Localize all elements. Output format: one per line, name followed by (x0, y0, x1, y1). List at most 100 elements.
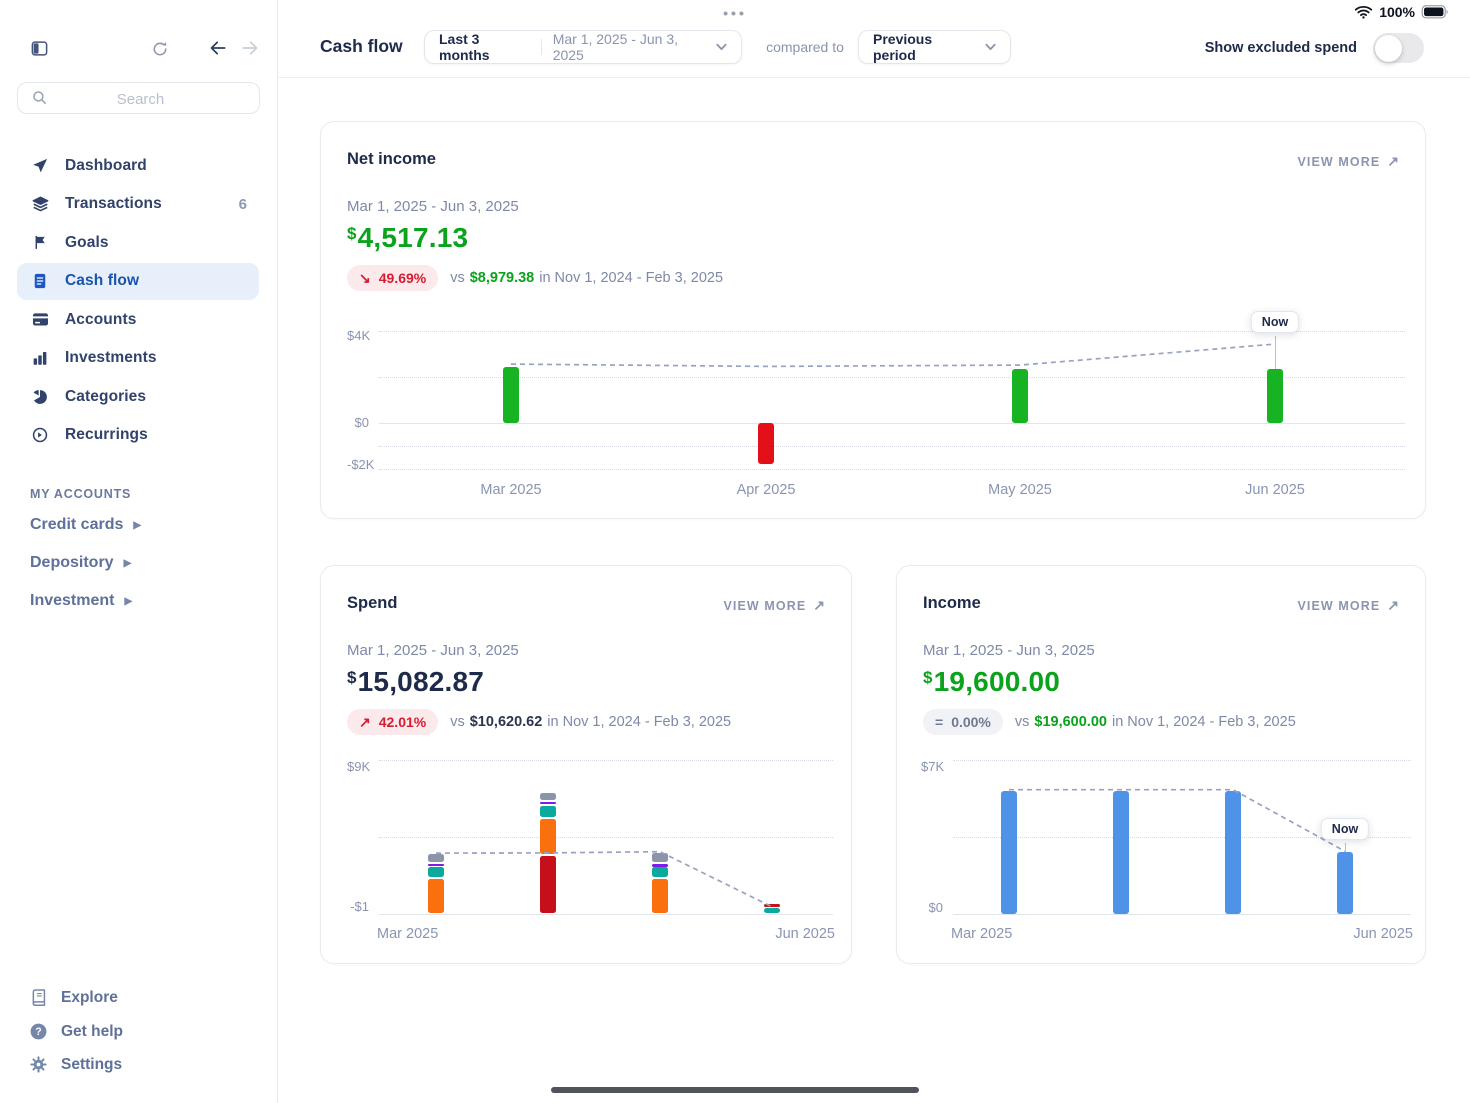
chart-bar[interactable] (1337, 852, 1353, 914)
search-input[interactable] (18, 83, 263, 115)
account-group-depository[interactable]: Depository ▶ (30, 554, 131, 572)
view-more-label: VIEW MORE (1297, 598, 1381, 613)
stacked-bar-segment[interactable] (652, 864, 668, 867)
recurring-icon (30, 425, 50, 445)
stacked-bar-segment[interactable] (652, 867, 668, 877)
card-date-range: Mar 1, 2025 - Jun 3, 2025 (923, 642, 1095, 659)
stacked-bar-segment[interactable] (652, 852, 668, 863)
gridline (379, 760, 833, 761)
stacked-bar-segment[interactable] (652, 879, 668, 913)
sidebar-footer-label: Explore (61, 988, 118, 1006)
sidebar-item-label: Accounts (65, 310, 137, 328)
account-group-label: Investment (30, 592, 115, 609)
forward-arrow-icon[interactable] (240, 38, 260, 63)
y-axis-label: $0 (354, 415, 369, 430)
account-group-credit-cards[interactable]: Credit cards ▶ (30, 516, 141, 534)
wifi-icon (1354, 5, 1373, 19)
delta-percent: 0.00% (951, 714, 991, 730)
currency-symbol: $ (923, 668, 933, 687)
external-arrow-icon: ↗ (813, 597, 825, 613)
comparison-mode: Previous period (873, 31, 933, 63)
account-group-label: Credit cards (30, 516, 124, 533)
show-excluded-spend-label: Show excluded spend (1204, 40, 1357, 56)
sidebar-toggle-icon[interactable] (30, 39, 49, 63)
gridline (379, 331, 1405, 332)
net-income-view-more-link[interactable]: VIEW MORE ↗ (1297, 153, 1399, 170)
home-indicator[interactable] (551, 1087, 919, 1093)
battery-percent: 100% (1379, 4, 1415, 20)
sidebar-item-label: Goals (65, 233, 109, 251)
sidebar-item-get-help[interactable]: ? Get help (29, 1022, 123, 1041)
divider (540, 39, 542, 55)
svg-text:?: ? (35, 1026, 42, 1038)
show-excluded-spend-toggle[interactable] (1373, 33, 1424, 63)
pie-chart-icon (30, 387, 50, 407)
chart-bar[interactable] (503, 366, 519, 423)
back-arrow-icon[interactable] (208, 38, 228, 63)
income-view-more-link[interactable]: VIEW MORE ↗ (1297, 597, 1399, 614)
sidebar-item-explore[interactable]: Explore (29, 988, 118, 1007)
sidebar-item-label: Transactions (65, 195, 162, 212)
stacked-bar-segment[interactable] (540, 805, 556, 818)
stacked-bar-segment[interactable] (540, 819, 556, 854)
now-marker-line (1274, 336, 1276, 370)
stacked-bar-segment[interactable] (428, 854, 444, 862)
chevron-right-icon: ▶ (123, 557, 132, 569)
period-mode: Last 3 months (439, 31, 490, 63)
y-axis-label: $7K (921, 759, 945, 774)
account-group-investment[interactable]: Investment ▶ (30, 592, 132, 610)
bar-chart-icon (30, 348, 50, 368)
chart-bar[interactable] (758, 423, 774, 465)
comparison-selector-button[interactable]: Previous period (858, 30, 1011, 64)
stacked-bar-segment[interactable] (428, 863, 444, 867)
period-selector-button[interactable]: Last 3 months Mar 1, 2025 - Jun 3, 2025 (424, 30, 742, 64)
net-income-card: Net income VIEW MORE ↗ Mar 1, 2025 - Jun… (320, 121, 1426, 519)
sidebar-item-dashboard[interactable]: Dashboard (17, 147, 259, 184)
stacked-bar-segment[interactable] (428, 879, 444, 913)
y-axis-label: -$2K (347, 457, 375, 472)
stacked-bar-segment[interactable] (540, 792, 556, 800)
multitask-dots-icon[interactable]: ••• (723, 5, 747, 21)
now-tooltip: Now (1320, 818, 1370, 841)
toggle-knob (1374, 34, 1402, 62)
x-axis-label: Mar 2025 (480, 482, 542, 498)
income-chart: $7K $0 Mar 2025 Jun 2025 Now (921, 751, 1427, 951)
sidebar-item-accounts[interactable]: Accounts (17, 301, 259, 338)
sidebar-item-settings[interactable]: Settings (29, 1055, 122, 1074)
sidebar-item-categories[interactable]: Categories (17, 378, 259, 415)
gridline (379, 446, 1405, 447)
now-marker-line (1344, 843, 1346, 853)
comparison-text: vs $8,979.38 in Nov 1, 2024 - Feb 3, 202… (450, 270, 724, 286)
search-box[interactable] (17, 82, 263, 115)
stacked-bar-segment[interactable] (764, 904, 780, 907)
gridline (379, 469, 1405, 470)
y-axis-label: $0 (928, 900, 943, 915)
document-icon (30, 271, 50, 291)
comparison-text: vs $19,600.00 in Nov 1, 2024 - Feb 3, 20… (1014, 714, 1296, 730)
period-range: Mar 1, 2025 - Jun 3, 2025 (552, 31, 678, 63)
chart-bar[interactable] (1267, 369, 1283, 423)
chart-bar[interactable] (1012, 369, 1028, 423)
income-amount: $19,600.00 (923, 666, 1061, 697)
sidebar-item-goals[interactable]: Goals (17, 224, 259, 261)
battery-icon (1421, 5, 1450, 19)
comparison-period: in Nov 1, 2024 - Feb 3, 2025 (547, 714, 732, 730)
comparison-amount: $10,620.62 (469, 714, 543, 730)
refresh-icon[interactable] (151, 40, 169, 63)
delta-row: = 0.00% vs $19,600.00 in Nov 1, 2024 - F… (923, 709, 1296, 735)
chart-bar[interactable] (1113, 790, 1129, 914)
view-more-label: VIEW MORE (723, 598, 807, 613)
spend-view-more-link[interactable]: VIEW MORE ↗ (723, 597, 825, 614)
sidebar-item-cash-flow[interactable]: Cash flow (17, 262, 259, 300)
stacked-bar-segment[interactable] (428, 867, 444, 878)
stacked-bar-segment[interactable] (764, 907, 780, 913)
sidebar-item-investments[interactable]: Investments (17, 340, 259, 377)
sidebar-item-transactions[interactable]: Transactions 6 (17, 186, 259, 223)
stacked-bar-segment[interactable] (540, 801, 556, 805)
chart-bar[interactable] (1225, 790, 1241, 914)
chevron-right-icon: ▶ (124, 595, 133, 607)
stacked-bar-segment[interactable] (540, 856, 556, 913)
trend-flat-icon: = (935, 714, 944, 730)
sidebar-item-recurrings[interactable]: Recurrings (17, 417, 259, 454)
chart-bar[interactable] (1001, 790, 1017, 914)
